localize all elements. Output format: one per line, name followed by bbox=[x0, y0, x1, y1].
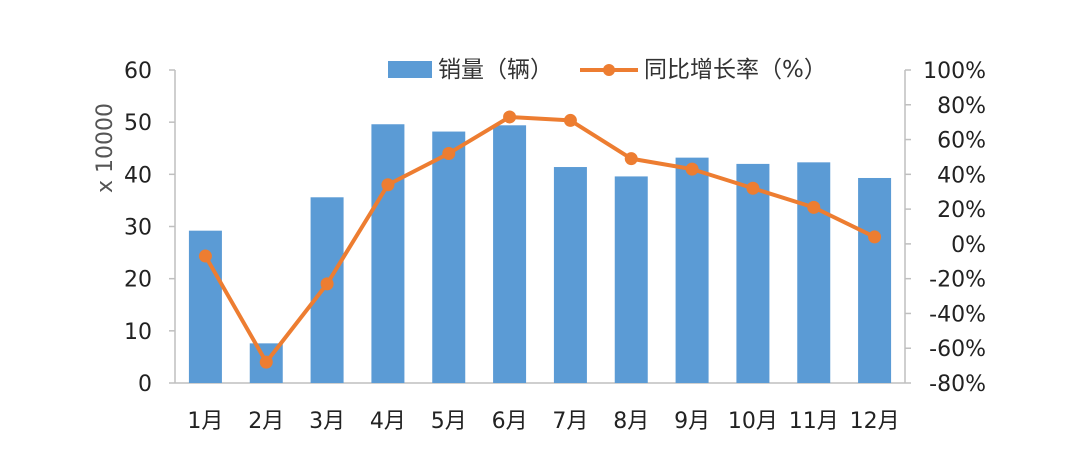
growth-point-3月 bbox=[320, 277, 334, 291]
x-tick-label: 8月 bbox=[613, 409, 649, 434]
bar-10月 bbox=[736, 163, 770, 383]
y-left-tick-label: 50 bbox=[124, 111, 152, 136]
x-tick-label: 10月 bbox=[728, 409, 778, 434]
bar-series bbox=[188, 124, 892, 384]
y-left-tick-label: 30 bbox=[124, 216, 152, 241]
y-right-tick-label: -60% bbox=[929, 337, 986, 362]
y-left-ticks: 0 10 20 30 40 50 60 bbox=[124, 59, 152, 397]
legend-label-growth: 同比增长率（%） bbox=[644, 57, 827, 83]
growth-point-2月 bbox=[259, 355, 273, 369]
y-left-tick-label: 40 bbox=[124, 163, 152, 188]
y-right-tick-label: 20% bbox=[937, 198, 986, 223]
y-right-tick-label: 100% bbox=[923, 59, 986, 84]
x-tick-label: 12月 bbox=[850, 409, 900, 434]
legend-swatch-sales bbox=[388, 61, 432, 78]
growth-line bbox=[203, 114, 876, 365]
growth-point-12月 bbox=[868, 230, 882, 244]
y-right-tick-label: 40% bbox=[937, 163, 986, 188]
line-series bbox=[198, 110, 882, 369]
legend-marker-growth bbox=[603, 64, 615, 76]
growth-point-1月 bbox=[198, 249, 212, 263]
growth-point-5月 bbox=[442, 146, 456, 160]
legend-label-sales: 销量（辆） bbox=[438, 57, 553, 83]
growth-point-8月 bbox=[624, 152, 638, 166]
x-tick-label: 11月 bbox=[789, 409, 839, 434]
y-right-tick-label: 80% bbox=[937, 94, 986, 119]
chart-axes bbox=[169, 69, 911, 384]
bar-11月 bbox=[797, 162, 831, 383]
growth-point-4月 bbox=[381, 178, 395, 192]
growth-point-10月 bbox=[746, 181, 760, 195]
y-right-tick-label: 0% bbox=[951, 233, 986, 258]
legend: 销量（辆） 同比增长率（%） bbox=[388, 57, 827, 83]
y-right-tick-label: -40% bbox=[929, 302, 986, 327]
y-left-tick-label: 20 bbox=[124, 268, 152, 293]
x-tick-label: 5月 bbox=[431, 409, 467, 434]
x-tick-label: 6月 bbox=[492, 409, 528, 434]
growth-point-11月 bbox=[807, 200, 821, 214]
bar-8月 bbox=[614, 176, 648, 383]
y-left-tick-label: 10 bbox=[124, 320, 152, 345]
bar-4月 bbox=[371, 124, 405, 384]
x-tick-label: 9月 bbox=[674, 409, 710, 434]
bar-12月 bbox=[858, 177, 892, 383]
y-right-tick-label: -80% bbox=[929, 372, 986, 397]
x-tick-label: 4月 bbox=[370, 409, 406, 434]
y-right-tick-label: -20% bbox=[929, 268, 986, 293]
x-axis-ticks: 1月 2月 3月 4月 5月 6月 7月 8月 9月 10月 11月 12月 bbox=[187, 409, 899, 434]
y-axis-label: x 10000 bbox=[93, 103, 118, 193]
y-right-tick-label: 60% bbox=[937, 129, 986, 154]
y-right-ticks: -80% -60% -40% -20% 0% 20% 40% 60% 80% 100% bbox=[923, 59, 986, 397]
y-left-tick-label: 60 bbox=[124, 59, 152, 84]
bar-5月 bbox=[432, 131, 466, 383]
growth-point-7月 bbox=[563, 113, 577, 127]
y-left-tick-label: 0 bbox=[138, 372, 152, 397]
x-tick-label: 2月 bbox=[248, 409, 284, 434]
x-tick-label: 1月 bbox=[187, 409, 223, 434]
bar-7月 bbox=[553, 167, 587, 383]
growth-point-6月 bbox=[503, 110, 517, 124]
bar-6月 bbox=[493, 125, 527, 384]
x-tick-label: 7月 bbox=[552, 409, 588, 434]
growth-point-9月 bbox=[685, 162, 699, 176]
bar-9月 bbox=[675, 157, 709, 383]
x-tick-label: 3月 bbox=[309, 409, 345, 434]
